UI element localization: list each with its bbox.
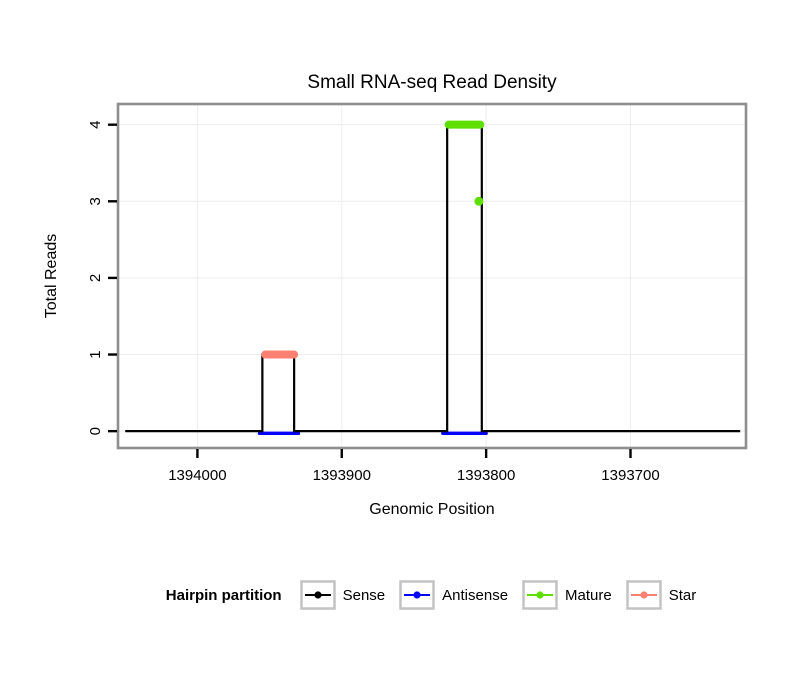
legend: Hairpin partition Sense Antisense Mature St… <box>26 580 810 610</box>
x-axis-tick-label: 1394000 <box>168 467 226 484</box>
read-density-plot: Small RNA-seq Read Density Genomic Posit… <box>43 72 748 518</box>
legend-key-point <box>536 591 544 599</box>
legend-key-icon <box>522 580 558 610</box>
plot-panel-group: 1394000 1393900 1393800 1393700 0 1 2 3 4 <box>87 102 748 484</box>
legend-key-point <box>640 591 648 599</box>
panel-border <box>116 102 748 450</box>
legend-label: Sense <box>342 586 386 604</box>
chart-title: Small RNA-seq Read Density <box>307 72 557 93</box>
legend-item-antisense: Antisense <box>399 580 508 610</box>
y-axis-tick-label: 3 <box>87 197 104 205</box>
sense-line <box>125 123 741 433</box>
plot-panel <box>118 104 746 448</box>
legend-item-star: Star <box>625 580 697 610</box>
y-axis-tick-label: 4 <box>87 121 104 129</box>
y-axis-tick-label: 0 <box>87 427 104 435</box>
x-axis-tick-label: 1393900 <box>313 467 371 484</box>
legend-label: Mature <box>565 586 612 604</box>
mature-point <box>474 196 484 206</box>
legend-item-sense: Sense <box>299 580 386 610</box>
legend-label: Antisense <box>442 586 509 604</box>
legend-label: Star <box>668 586 697 604</box>
legend-key-icon <box>299 580 336 610</box>
x-axis-label: Genomic Position <box>369 501 494 518</box>
legend-key-icon <box>399 580 435 610</box>
y-axis-tick-label: 1 <box>87 350 104 358</box>
legend-title: Hairpin partition <box>165 586 282 604</box>
y-axis-tick-label: 2 <box>87 274 104 282</box>
x-axis-tick-label: 1393700 <box>601 467 659 484</box>
legend-key-point <box>314 591 322 599</box>
legend-key-icon <box>625 580 662 610</box>
legend-key-point <box>413 591 421 599</box>
y-axis-label: Total Reads <box>43 234 60 319</box>
legend-item-mature: Mature <box>522 580 612 610</box>
x-axis-tick-label: 1393800 <box>457 467 515 484</box>
